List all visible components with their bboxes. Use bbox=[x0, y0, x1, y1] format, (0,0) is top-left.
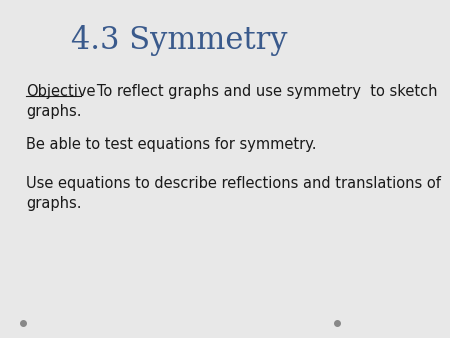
Text: Use equations to describe reflections and translations of: Use equations to describe reflections an… bbox=[27, 176, 441, 191]
Text: Be able to test equations for symmetry.: Be able to test equations for symmetry. bbox=[27, 137, 317, 152]
Text: graphs.: graphs. bbox=[27, 104, 82, 119]
Text: Objective: Objective bbox=[27, 83, 96, 98]
Text: To reflect graphs and use symmetry  to sketch: To reflect graphs and use symmetry to sk… bbox=[83, 83, 437, 98]
Text: graphs.: graphs. bbox=[27, 196, 82, 211]
Text: 4.3 Symmetry: 4.3 Symmetry bbox=[72, 25, 288, 56]
